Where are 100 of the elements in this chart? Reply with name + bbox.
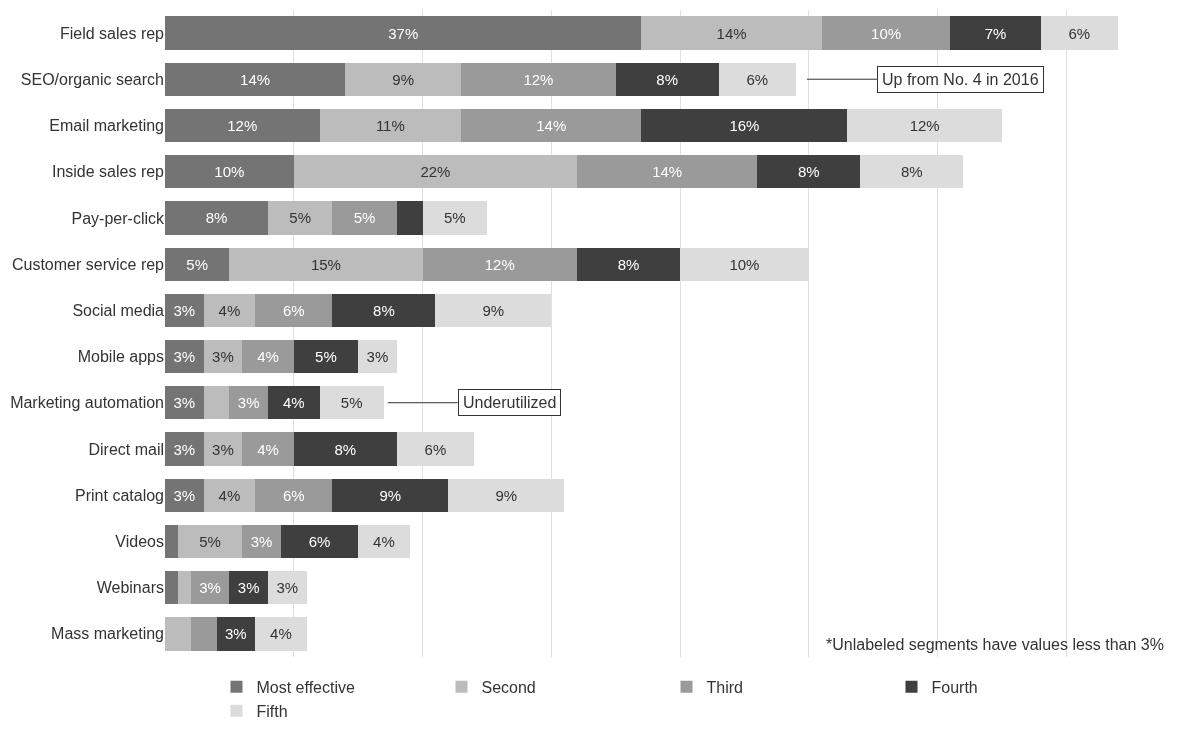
bar bbox=[396, 201, 423, 235]
annotation: Up from No. 4 in 2016 bbox=[882, 71, 1039, 88]
bar bbox=[255, 293, 333, 328]
data-label: 5% bbox=[289, 209, 312, 227]
data-label: 6% bbox=[746, 70, 769, 88]
bar bbox=[177, 524, 243, 559]
bar bbox=[165, 478, 204, 512]
y-tick-label: Customer service rep bbox=[11, 255, 165, 273]
data-label: 9% bbox=[392, 70, 415, 88]
data-label: 8% bbox=[797, 163, 820, 181]
bar bbox=[461, 108, 642, 143]
bar bbox=[165, 339, 204, 374]
data-label: 3% bbox=[366, 348, 389, 366]
data-label: 14% bbox=[536, 117, 567, 135]
bar bbox=[165, 201, 269, 235]
data-label: 5% bbox=[186, 255, 209, 273]
y-tick-label: Webinars bbox=[96, 579, 164, 597]
data-label: 8% bbox=[656, 70, 679, 88]
data-label: 15% bbox=[310, 255, 341, 273]
y-tick-label: Inside sales rep bbox=[51, 163, 165, 181]
bar bbox=[165, 386, 204, 420]
y-tick-label: Mass marketing bbox=[51, 625, 164, 643]
bar bbox=[165, 16, 642, 50]
data-label: 6% bbox=[282, 301, 305, 319]
legend-label: Second bbox=[481, 679, 536, 697]
bar bbox=[757, 155, 861, 189]
data-label: 3% bbox=[173, 348, 196, 366]
data-label: 8% bbox=[373, 301, 395, 319]
data-label: 7% bbox=[984, 24, 1007, 42]
bar bbox=[255, 478, 333, 512]
data-label: 12% bbox=[909, 117, 940, 135]
data-label: 4% bbox=[257, 348, 279, 366]
y-tick-label: Print catalog bbox=[75, 486, 164, 504]
data-label: 4% bbox=[373, 532, 395, 550]
bar bbox=[242, 339, 294, 374]
bar bbox=[641, 16, 822, 50]
bar bbox=[242, 432, 294, 466]
data-label: 3% bbox=[173, 301, 196, 319]
bar bbox=[422, 201, 487, 235]
annotation: *Unlabeled segments have values less than 3% bbox=[826, 636, 1164, 653]
bar bbox=[165, 62, 346, 96]
bar bbox=[216, 617, 256, 651]
y-tick-label: Direct mail bbox=[88, 440, 164, 458]
data-label: 8% bbox=[900, 163, 923, 181]
data-label: 5% bbox=[443, 209, 466, 227]
legend-label: Most effective bbox=[256, 679, 356, 697]
legend-label: Fifth bbox=[256, 702, 288, 720]
data-label: 5% bbox=[340, 394, 363, 412]
data-label: 37% bbox=[388, 24, 419, 42]
y-tick-label: Pay-per-click bbox=[71, 209, 165, 227]
bar bbox=[358, 339, 397, 374]
bar bbox=[461, 62, 616, 96]
data-label: 4% bbox=[218, 301, 241, 319]
data-label: 6% bbox=[308, 532, 331, 550]
bar bbox=[203, 386, 230, 420]
data-label: 14% bbox=[240, 70, 271, 88]
bar bbox=[718, 62, 796, 96]
data-label: 3% bbox=[237, 394, 260, 412]
bar bbox=[641, 108, 848, 143]
bar bbox=[165, 524, 178, 559]
data-label: 5% bbox=[315, 348, 337, 366]
data-label: 14% bbox=[652, 163, 683, 181]
data-label: 5% bbox=[353, 209, 376, 227]
legend-label: Third bbox=[706, 679, 743, 697]
data-label: 12% bbox=[523, 70, 554, 88]
data-label: 3% bbox=[250, 532, 273, 550]
bar bbox=[165, 247, 230, 281]
y-tick-label: Mobile apps bbox=[77, 348, 164, 366]
data-label: 22% bbox=[420, 163, 451, 181]
data-label: 6% bbox=[1068, 24, 1091, 42]
data-label: 5% bbox=[199, 532, 221, 550]
bar bbox=[165, 155, 294, 189]
bar bbox=[280, 524, 359, 559]
bar bbox=[177, 571, 191, 605]
bar bbox=[577, 155, 758, 189]
data-label: 14% bbox=[716, 24, 747, 42]
data-label: 16% bbox=[729, 117, 760, 135]
data-label: 4% bbox=[282, 394, 305, 412]
data-label: 3% bbox=[276, 579, 299, 597]
bar bbox=[165, 617, 191, 651]
data-label: 3% bbox=[224, 625, 247, 643]
data-label: 3% bbox=[173, 394, 196, 412]
bar bbox=[203, 432, 243, 466]
bar bbox=[332, 201, 397, 235]
data-label: 4% bbox=[218, 486, 241, 504]
data-label: 3% bbox=[173, 486, 196, 504]
data-label: 10% bbox=[214, 163, 245, 181]
data-label: 9% bbox=[482, 301, 505, 319]
bar bbox=[319, 108, 462, 143]
bar bbox=[293, 155, 578, 189]
data-label: 10% bbox=[729, 255, 760, 273]
bar bbox=[821, 16, 951, 50]
bar bbox=[190, 617, 217, 651]
data-label: 3% bbox=[212, 440, 234, 458]
bar bbox=[165, 432, 204, 466]
data-label: 3% bbox=[212, 348, 234, 366]
bar bbox=[332, 293, 436, 328]
data-label: 3% bbox=[173, 440, 196, 458]
annotation: Underutilized bbox=[463, 394, 557, 411]
y-tick-label: Social media bbox=[72, 301, 165, 319]
